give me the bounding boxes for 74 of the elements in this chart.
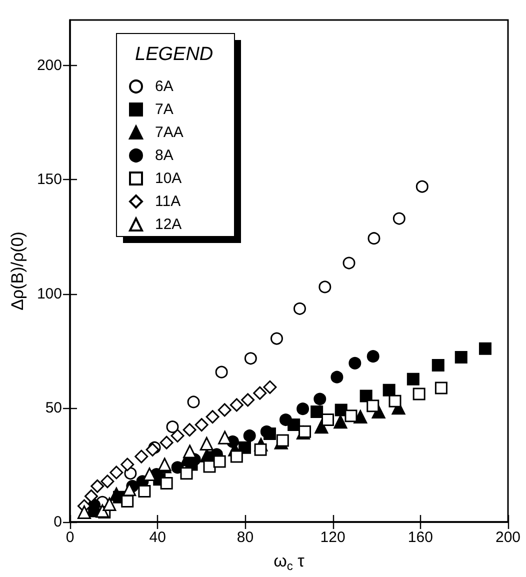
x-tick-label: 120 [320,529,346,546]
point [180,467,193,480]
legend-title: LEGEND [135,44,214,65]
y-tick-label: 150 [36,171,62,188]
y-tick-label: 100 [36,285,62,302]
point [276,434,289,447]
point [230,398,244,412]
point [84,489,98,503]
point [298,425,312,438]
point [243,430,256,442]
point [142,468,156,482]
point [96,504,110,518]
point [348,356,362,370]
point [478,342,492,355]
y-tick-label: 0 [54,514,62,530]
y-tick-label: 50 [45,399,62,416]
legend-label: 11A [155,193,181,210]
point [254,443,267,456]
point [360,390,372,402]
point [366,400,380,412]
point [314,392,326,406]
x-tick-label: 200 [495,529,521,546]
point [314,420,328,434]
legend-label: 8A [155,147,174,164]
legend-label: 12A [155,216,182,233]
point [90,479,104,493]
point [260,425,273,438]
y-tick-label: 200 [36,57,62,74]
point [454,351,468,364]
point [279,414,292,426]
point [146,442,160,456]
point [134,450,148,464]
point [213,455,226,468]
point [310,406,324,418]
legend-label: 10A [155,170,182,187]
point [253,386,267,400]
point [382,384,396,396]
point [102,497,116,511]
point [388,394,402,408]
point [296,402,310,416]
point [160,436,174,450]
point [241,393,255,407]
legend-label: 6A [155,78,174,95]
point [344,410,358,422]
point [121,494,134,508]
point [434,382,448,394]
point [230,450,243,463]
point [77,505,91,519]
point [160,476,173,490]
point [218,430,232,444]
point [110,466,124,480]
legend-label: 7A [155,101,174,118]
point [334,415,348,429]
point [263,380,277,394]
point [412,388,426,400]
point [194,418,208,432]
x-tick-label: 40 [149,529,166,546]
point [366,350,380,363]
point [330,370,344,384]
y-axis-title: Δρ(B)/ρ(0) [8,232,28,310]
point [206,410,220,424]
legend-label: 7AA [155,124,184,141]
point [354,410,368,424]
point [218,403,232,417]
point [170,428,184,442]
point [432,358,444,372]
point [100,474,114,488]
x-tick-label: 160 [408,529,433,546]
x-tick-label: 0 [66,529,74,546]
point [200,436,214,450]
point [182,423,196,437]
point [120,458,134,472]
point [406,372,420,386]
x-tick-label: 80 [236,529,254,546]
